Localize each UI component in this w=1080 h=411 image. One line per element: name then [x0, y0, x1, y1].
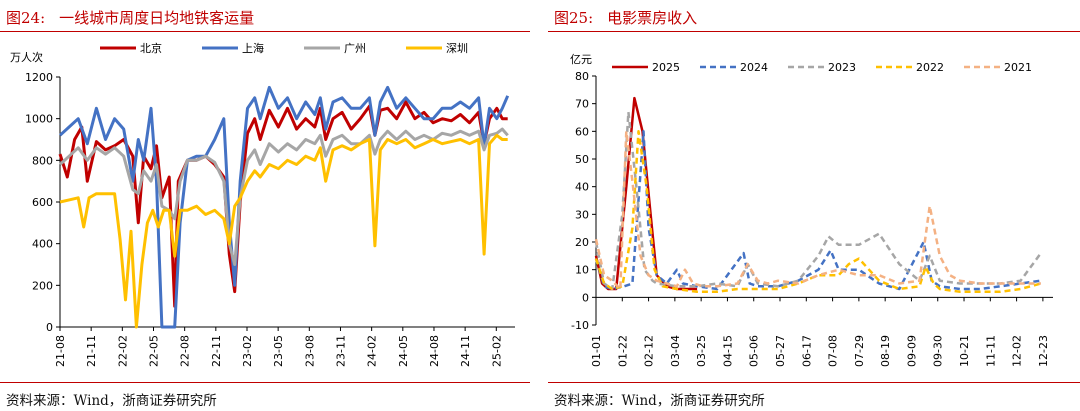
x-tick-label: 04-15: [721, 335, 734, 367]
x-tick-label: 07-08: [827, 335, 840, 367]
y-tick-label: 80: [575, 70, 589, 83]
series-line-上海: [58, 85, 510, 329]
x-tick-label: 22-11: [210, 335, 223, 367]
legend-label-2023: 2023: [828, 61, 856, 74]
legend-label-北京: 北京: [140, 41, 162, 55]
y-axis-unit: 万人次: [10, 50, 43, 64]
left-chart-svg: 万人次 0 200 400 600 800 1000 1200 21-08 21-11 22-02 2…: [10, 41, 515, 367]
y-tick-label: 40: [575, 181, 589, 194]
x-tick-label: 23-02: [241, 335, 254, 367]
x-tick-label: 05-06: [748, 335, 761, 367]
legend-label-2025: 2025: [652, 61, 680, 74]
y-tick-label: 400: [32, 238, 53, 251]
series-line-2023: [594, 110, 1042, 291]
left-source-rule: [0, 382, 530, 383]
y-tick-label: 50: [575, 153, 589, 166]
legend-label-2022: 2022: [916, 61, 944, 74]
x-tick-label: 09-09: [905, 335, 918, 367]
x-tick-label: 23-08: [303, 335, 316, 367]
left-source-note: 资料来源：Wind，浙商证券研究所: [6, 393, 217, 409]
series-line-北京: [58, 100, 508, 308]
x-tick-label: 24-02: [366, 335, 379, 367]
legend-label-上海: 上海: [242, 41, 264, 55]
right-title-rule: [548, 31, 1080, 32]
x-tick-label: 21-11: [85, 335, 98, 367]
x-tick-label: 02-12: [643, 335, 656, 367]
x-tick-label: 03-04: [669, 335, 682, 367]
x-tick-label: 06-17: [800, 335, 813, 367]
y-tick-label: 60: [575, 125, 589, 138]
legend-label-广州: 广州: [344, 42, 366, 55]
series-line-深圳: [59, 133, 508, 329]
y-tick-label: -10: [571, 319, 589, 332]
x-tick-label: 09-30: [932, 335, 945, 367]
x-tick-label: 22-05: [147, 335, 160, 367]
x-tick-label: 24-05: [397, 335, 410, 367]
y-tick-label: 800: [32, 154, 53, 167]
y-tick-label: 70: [575, 98, 589, 111]
y-tick-label: 0: [582, 291, 589, 304]
series-line-广州: [58, 127, 509, 266]
x-tick-label: 05-27: [774, 335, 787, 367]
legend-label-深圳: 深圳: [446, 42, 468, 55]
y-tick-label: 10: [575, 264, 589, 277]
y-tick-label: 30: [575, 208, 589, 221]
x-tick-label: 10-21: [958, 335, 971, 367]
x-tick-label: 21-08: [54, 335, 67, 367]
series-line-2024: [594, 130, 1042, 291]
x-tick-label: 12-02: [1011, 335, 1024, 367]
left-figure-caption: 一线城市周度日均地铁客运量: [59, 9, 255, 27]
y-axis-unit: 亿元: [570, 53, 592, 66]
x-tick-label: 22-08: [179, 335, 192, 367]
x-tick-label: 01-22: [616, 335, 629, 367]
series-line-2021: [594, 130, 1041, 291]
right-source-rule: [548, 382, 1080, 383]
x-tick-label: 23-11: [334, 335, 347, 367]
right-source-note: 资料来源：Wind，浙商证券研究所: [554, 393, 765, 409]
x-tick-label: 07-29: [853, 335, 866, 367]
left-title-rule: [0, 31, 530, 32]
right-figure-title: 图25: 电影票房收入: [554, 7, 697, 28]
legend-label-2024: 2024: [740, 61, 768, 74]
x-tick-label: 23-05: [272, 335, 285, 367]
x-tick-label: 08-19: [879, 335, 892, 367]
y-tick-label: 1200: [25, 71, 53, 84]
series-line-2022: [594, 130, 1042, 294]
x-tick-label: 12-23: [1037, 335, 1050, 367]
x-tick-label: 25-02: [490, 335, 503, 367]
right-figure-label: 图25:: [554, 9, 594, 27]
left-chart-panel: 图24: 一线城市周度日均地铁客运量 万人次 0 200 400 600 800 1000 12…: [0, 0, 530, 411]
y-tick-label: 200: [32, 279, 53, 292]
legend-label-2021: 2021: [1004, 61, 1032, 74]
right-figure-caption: 电影票房收入: [607, 9, 698, 27]
y-tick-label: 0: [46, 321, 53, 334]
y-tick-label: 600: [32, 196, 53, 209]
x-tick-label: 01-01: [590, 335, 603, 367]
left-figure-title: 图24: 一线城市周度日均地铁客运量: [6, 7, 254, 28]
x-tick-label: 24-11: [459, 335, 472, 367]
y-tick-label: 1000: [25, 113, 53, 126]
right-chart-svg: 亿元 -10 0 10 20 30 40 50 60 70 80 01-01 01-22 02-12 03-…: [570, 53, 1053, 367]
x-tick-label: 24-08: [428, 335, 441, 367]
x-tick-label: 03-25: [695, 335, 708, 367]
x-tick-label: 22-02: [116, 335, 129, 367]
x-tick-label: 11-11: [984, 335, 997, 367]
left-figure-label: 图24:: [6, 9, 46, 27]
y-tick-label: 20: [575, 236, 589, 249]
right-chart-panel: 图25: 电影票房收入 亿元 -10 0 10 20 30 40 50 60 70 80 01-01 01…: [548, 0, 1080, 411]
